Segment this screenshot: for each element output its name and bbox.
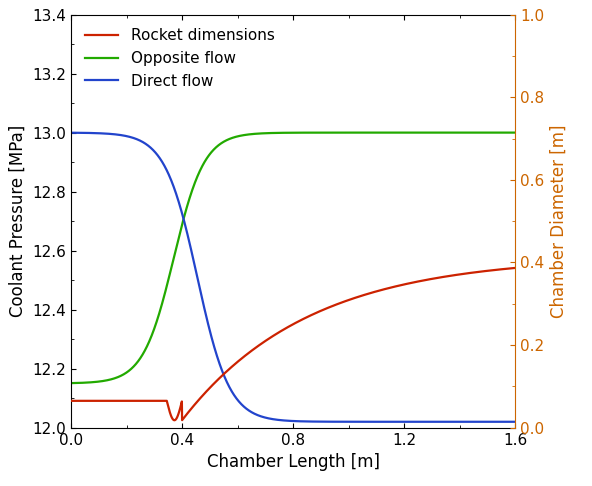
Direct flow [417, 419, 424, 425]
Direct flow [67, 130, 75, 136]
Rocket dimensions [499, 266, 506, 272]
Direct flow [511, 419, 519, 425]
Y-axis label: Coolant Pressure [MPa]: Coolant Pressure [MPa] [9, 125, 27, 317]
Opposite flow [284, 130, 291, 136]
Direct flow [498, 419, 506, 425]
Rocket dimensions [90, 398, 97, 404]
Opposite flow [498, 130, 506, 136]
Direct flow [284, 418, 291, 424]
Opposite flow [272, 130, 279, 136]
Line: Opposite flow: Opposite flow [71, 133, 515, 383]
Rocket dimensions [284, 325, 291, 330]
Opposite flow [498, 130, 506, 136]
Opposite flow [67, 380, 75, 386]
Rocket dimensions [67, 398, 75, 404]
Direct flow [90, 130, 97, 136]
Opposite flow [90, 379, 97, 385]
Legend: Rocket dimensions, Opposite flow, Direct flow: Rocket dimensions, Opposite flow, Direct… [79, 22, 281, 95]
Rocket dimensions [417, 278, 424, 284]
Rocket dimensions [170, 417, 178, 423]
Rocket dimensions [511, 265, 519, 271]
X-axis label: Chamber Length [m]: Chamber Length [m] [207, 453, 379, 471]
Opposite flow [511, 130, 519, 136]
Rocket dimensions [272, 331, 279, 337]
Direct flow [498, 419, 506, 425]
Direct flow [272, 417, 279, 422]
Rocket dimensions [498, 266, 506, 272]
Y-axis label: Chamber Diameter [m]: Chamber Diameter [m] [550, 124, 568, 318]
Line: Direct flow: Direct flow [71, 133, 515, 422]
Line: Rocket dimensions: Rocket dimensions [71, 268, 515, 420]
Opposite flow [417, 130, 424, 136]
